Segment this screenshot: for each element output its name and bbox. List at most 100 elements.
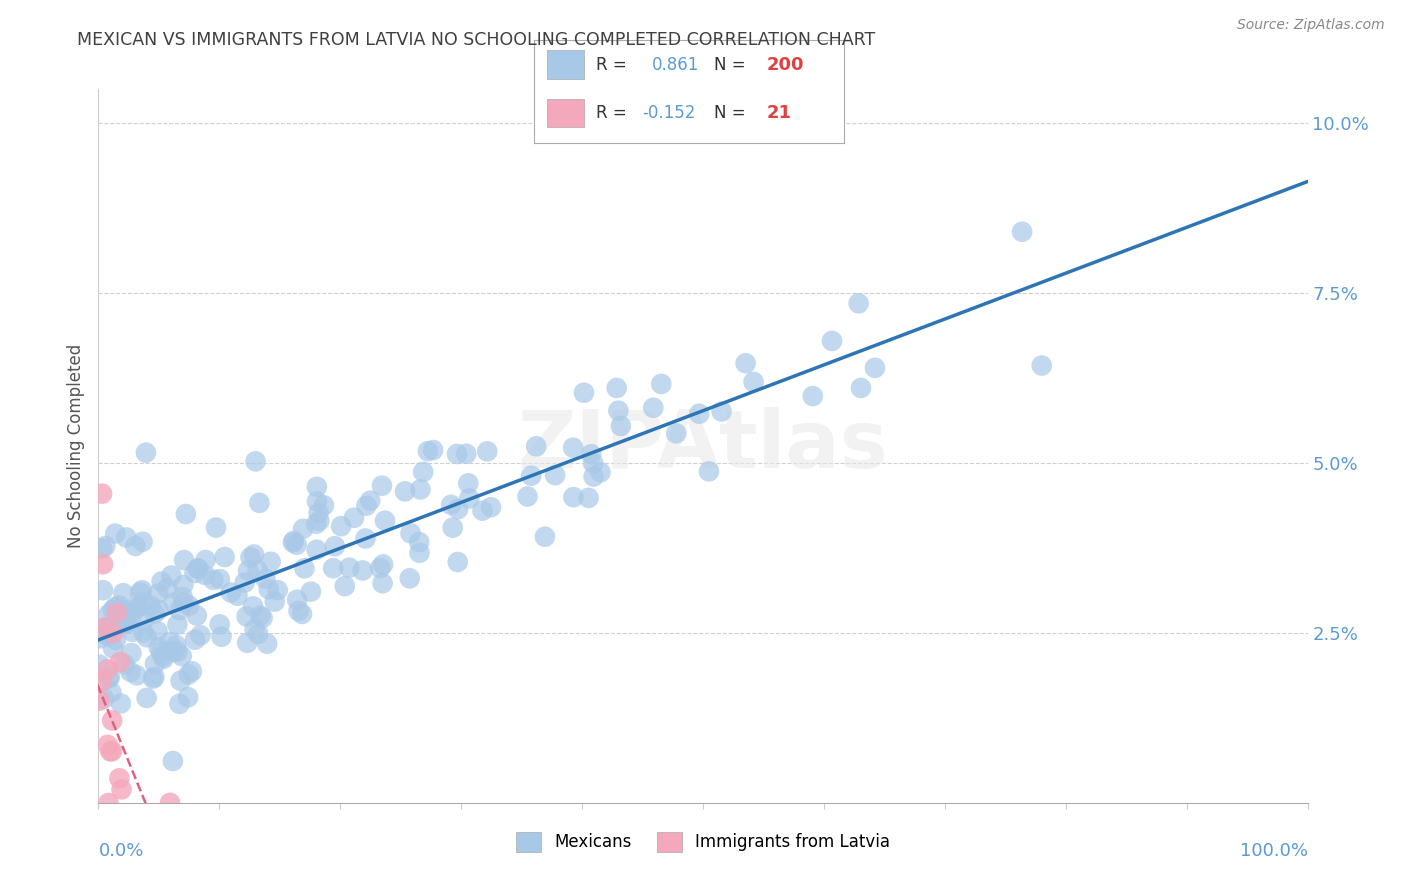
Point <box>343 510 366 524</box>
Point <box>562 490 585 504</box>
Point <box>352 564 374 578</box>
Point <box>457 476 479 491</box>
Point <box>179 599 201 613</box>
Point <box>330 519 353 533</box>
Point <box>159 635 181 649</box>
Text: 0.0%: 0.0% <box>98 842 143 860</box>
Text: N =: N = <box>714 104 745 122</box>
Point <box>143 670 166 684</box>
Point <box>446 447 468 461</box>
Point <box>665 426 688 441</box>
Point <box>236 636 259 650</box>
Point <box>371 576 394 591</box>
Point <box>821 334 844 348</box>
Point <box>108 599 131 613</box>
Point <box>166 617 188 632</box>
Point <box>285 538 308 552</box>
Point <box>202 573 225 587</box>
Text: R =: R = <box>596 104 627 122</box>
Point <box>477 444 499 458</box>
Legend: Mexicans, Immigrants from Latvia: Mexicans, Immigrants from Latvia <box>509 825 897 859</box>
Point <box>112 586 135 600</box>
Point <box>259 555 281 569</box>
Point <box>124 539 146 553</box>
Point <box>91 486 114 500</box>
Point <box>97 607 120 622</box>
Point <box>412 465 434 479</box>
Point <box>149 645 172 659</box>
Text: -0.152: -0.152 <box>643 104 696 122</box>
Point <box>169 673 191 688</box>
Point <box>610 419 633 434</box>
Point <box>100 685 122 699</box>
Point <box>115 604 138 618</box>
Point <box>89 693 111 707</box>
Point <box>143 657 166 671</box>
Text: 0.861: 0.861 <box>652 56 699 74</box>
Point <box>162 596 184 610</box>
Point <box>374 514 396 528</box>
Point <box>146 624 169 638</box>
Point <box>849 381 872 395</box>
Text: MEXICAN VS IMMIGRANTS FROM LATVIA NO SCHOOLING COMPLETED CORRELATION CHART: MEXICAN VS IMMIGRANTS FROM LATVIA NO SCH… <box>77 31 876 49</box>
Point <box>173 596 195 610</box>
Point <box>184 632 207 647</box>
Point <box>162 645 184 659</box>
Point <box>172 590 194 604</box>
Point <box>291 607 314 621</box>
Point <box>337 560 360 574</box>
Point <box>98 744 121 758</box>
Point <box>359 493 381 508</box>
Point <box>257 582 280 597</box>
Point <box>101 641 124 656</box>
Point <box>243 548 266 562</box>
Text: ZIPAtlas: ZIPAtlas <box>517 407 889 485</box>
Point <box>101 626 124 640</box>
Point <box>305 480 328 494</box>
Point <box>285 592 308 607</box>
Point <box>524 439 547 453</box>
Point <box>146 587 169 601</box>
Point <box>132 625 155 640</box>
Point <box>142 672 165 686</box>
Point <box>214 549 236 564</box>
Point <box>91 541 114 556</box>
Point <box>281 535 304 549</box>
Point <box>110 697 132 711</box>
Point <box>236 564 259 578</box>
Point <box>440 498 463 512</box>
Point <box>267 583 290 598</box>
Point <box>287 604 309 618</box>
Point <box>256 637 278 651</box>
Point <box>187 561 209 575</box>
Point <box>159 796 181 810</box>
Point <box>208 617 231 632</box>
Point <box>177 667 200 681</box>
Point <box>96 662 118 676</box>
Point <box>398 571 420 585</box>
Text: Source: ZipAtlas.com: Source: ZipAtlas.com <box>1237 18 1385 32</box>
Point <box>148 603 170 617</box>
Point <box>162 754 184 768</box>
Point <box>96 620 118 634</box>
Point <box>131 583 153 598</box>
Point <box>159 644 181 658</box>
Point <box>108 655 131 669</box>
Point <box>308 506 330 520</box>
Bar <box>547 50 583 79</box>
Point <box>208 572 231 586</box>
Point <box>742 375 765 389</box>
Point <box>409 483 432 497</box>
Y-axis label: No Schooling Completed: No Schooling Completed <box>66 344 84 548</box>
Point <box>112 607 135 621</box>
Point <box>219 585 242 599</box>
Point <box>863 360 886 375</box>
Point <box>243 622 266 636</box>
Point <box>165 638 187 652</box>
Point <box>132 595 155 609</box>
Point <box>177 690 200 705</box>
Point <box>371 558 394 572</box>
Point <box>104 600 127 615</box>
Point <box>246 563 269 577</box>
Point <box>152 649 174 664</box>
